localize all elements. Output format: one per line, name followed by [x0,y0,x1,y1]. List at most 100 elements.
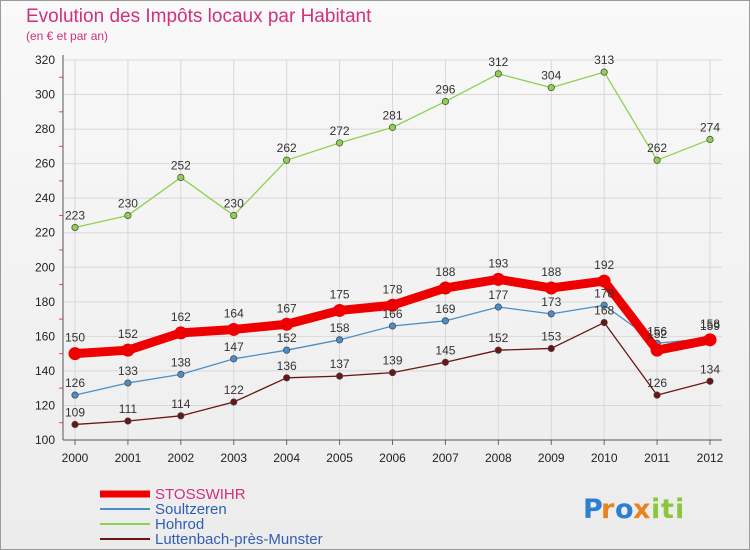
point-hohrod [283,156,291,164]
point-luttenbach-pr-s-munster [177,412,185,420]
data-label-luttenbach-pr-s-munster: 153 [541,329,561,343]
point-hohrod [230,211,238,220]
data-label-soultzeren: 147 [224,340,244,354]
y-tick-label-320: 320 [35,53,55,67]
data-label-stosswihr: 162 [171,310,191,324]
y-tick-label-100: 100 [35,433,55,447]
y-tick-label-240: 240 [35,191,55,205]
legend-label-luttenbach-pr-s-munster: Luttenbach-près-Munster [155,531,323,548]
point-luttenbach-pr-s-munster [653,391,661,399]
point-stosswihr [333,303,347,317]
data-label-hohrod: 274 [700,120,720,134]
point-luttenbach-pr-s-munster [230,398,238,406]
data-label-luttenbach-pr-s-munster: 152 [488,331,508,345]
point-stosswihr [650,343,664,357]
data-label-stosswihr: 193 [488,256,508,270]
legend-label-soultzeren: Soultzeren [155,501,227,518]
data-label-soultzeren: 177 [488,288,508,302]
x-tick-label-2011: 2011 [644,451,670,465]
point-stosswihr [491,272,505,286]
data-label-hohrod: 313 [594,53,614,67]
point-soultzeren [230,355,238,363]
x-tick-label-2004: 2004 [273,451,300,465]
data-label-soultzeren: 156 [647,324,667,338]
data-label-hohrod: 223 [65,209,85,223]
data-label-stosswihr: 164 [224,306,244,320]
data-label-luttenbach-pr-s-munster: 109 [65,405,85,419]
data-label-luttenbach-pr-s-munster: 136 [277,359,297,373]
x-tick-label-2012: 2012 [697,451,724,465]
data-label-luttenbach-pr-s-munster: 114 [171,397,190,411]
x-tick-label-2006: 2006 [379,451,406,465]
data-label-hohrod: 262 [277,141,297,155]
y-tick-label-300: 300 [35,88,55,102]
point-hohrod [706,135,714,144]
data-label-soultzeren: 169 [435,302,455,316]
y-tick-label-160: 160 [35,329,55,343]
y-tick-label-120: 120 [35,398,55,412]
logo-letter: t [661,494,674,525]
logo-letter: r [601,494,615,525]
data-label-hohrod: 230 [118,196,138,210]
point-hohrod [547,84,555,92]
point-soultzeren [177,370,185,378]
y-tick-label-280: 280 [35,122,55,136]
data-label-hohrod: 312 [488,55,508,69]
y-tick-label-140: 140 [35,364,55,378]
point-stosswihr [174,326,188,340]
legend: STOSSWIHRSoultzerenHohrodLuttenbach-près… [100,486,323,548]
y-tick-label-180: 180 [35,295,55,309]
data-label-luttenbach-pr-s-munster: 134 [700,362,720,376]
data-label-soultzeren: 126 [65,376,85,390]
x-tick-label-2009: 2009 [538,451,565,465]
point-stosswihr [438,281,452,295]
data-label-stosswihr: 188 [435,265,455,279]
point-luttenbach-pr-s-munster [71,420,79,429]
logo-letter: o [615,494,634,525]
point-stosswihr [68,347,82,361]
data-label-hohrod: 281 [382,108,402,122]
logo-letter: P [583,494,603,525]
point-soultzeren [283,346,291,354]
data-label-stosswihr: 150 [65,331,85,345]
point-soultzeren [547,310,555,318]
x-tick-label-2008: 2008 [485,451,512,465]
data-label-hohrod: 252 [171,158,191,172]
point-luttenbach-pr-s-munster [336,372,344,380]
point-soultzeren [441,317,449,325]
proxiti-logo: Pr o x i t i [583,494,684,525]
data-label-soultzeren: 138 [171,355,191,369]
data-label-soultzeren: 166 [382,307,402,321]
data-label-luttenbach-pr-s-munster: 145 [435,343,455,357]
chart-subtitle: (en € et par an) [26,29,108,43]
chart-title: Evolution des Impôts locaux par Habitant [26,6,372,27]
x-tick-label-2001: 2001 [115,451,142,465]
point-hohrod [388,123,397,131]
data-label-luttenbach-pr-s-munster: 122 [224,383,244,397]
data-label-soultzeren: 133 [118,364,138,378]
point-stosswihr [544,281,558,295]
x-tick-label-2003: 2003 [220,451,247,465]
y-tick-label-200: 200 [35,260,55,274]
point-luttenbach-pr-s-munster [388,369,397,377]
data-label-luttenbach-pr-s-munster: 111 [119,402,138,416]
data-label-hohrod: 230 [224,196,244,210]
point-hohrod [653,156,661,164]
data-label-luttenbach-pr-s-munster: 139 [382,354,402,368]
legend-label-hohrod: Hohrod [155,516,204,533]
point-stosswihr [386,298,399,312]
point-luttenbach-pr-s-munster [441,358,449,366]
point-hohrod [177,173,185,182]
data-label-stosswihr: 188 [541,265,561,279]
data-label-stosswihr: 175 [330,287,350,301]
logo-letter: i [651,494,660,525]
x-tick-label-2000: 2000 [62,451,89,465]
point-soultzeren [124,379,132,387]
data-label-luttenbach-pr-s-munster: 137 [330,357,350,371]
data-label-stosswihr: 152 [647,327,667,341]
point-luttenbach-pr-s-munster [600,318,608,327]
logo-letter: x [633,494,650,525]
x-tick-label-2007: 2007 [432,451,459,465]
x-tick-label-2005: 2005 [326,451,353,465]
